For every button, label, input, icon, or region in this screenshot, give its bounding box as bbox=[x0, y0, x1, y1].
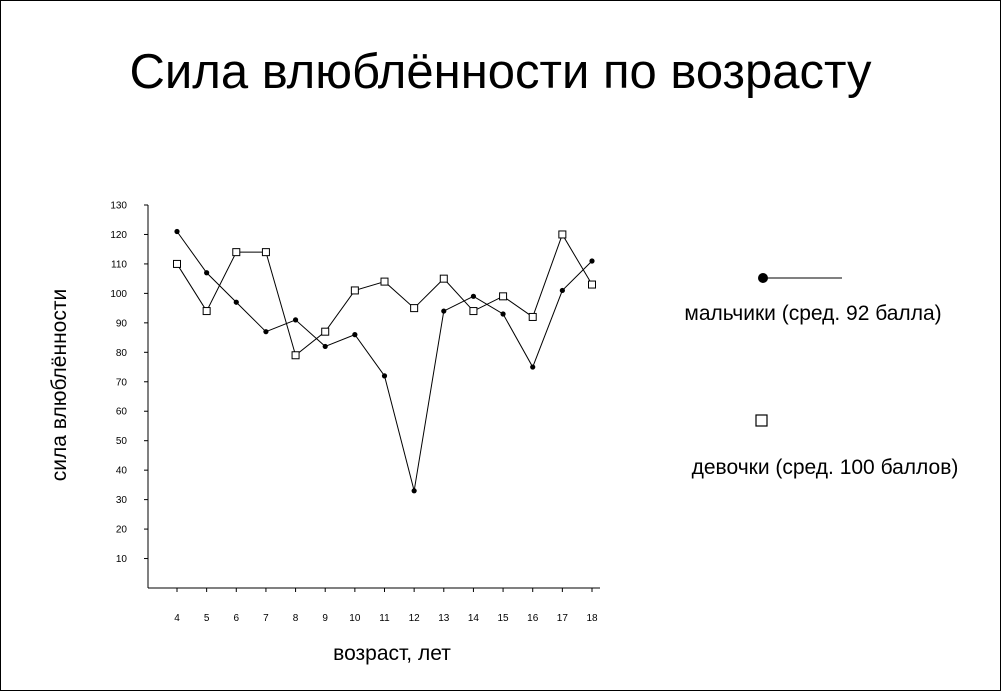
data-point bbox=[411, 488, 417, 494]
y-axis-label: сила влюблённости bbox=[48, 289, 71, 481]
data-point bbox=[439, 274, 448, 283]
series-2 bbox=[173, 230, 596, 360]
data-point bbox=[530, 364, 536, 370]
data-point bbox=[441, 308, 447, 314]
x-ticks: 4 5 6 7 8 9 10 11 12 13 14 15 16 17 18 bbox=[174, 588, 598, 624]
data-point bbox=[292, 317, 299, 323]
data-point bbox=[559, 287, 565, 294]
series-group bbox=[173, 228, 596, 494]
x-tick-label: 15 bbox=[498, 613, 510, 624]
x-axis-label: возраст, лет bbox=[333, 642, 451, 665]
data-point bbox=[352, 332, 358, 338]
y-tick-label: 60 bbox=[116, 407, 128, 418]
legend-label: девочки (сред. 100 баллов) bbox=[692, 456, 959, 479]
y-tick-label: 90 bbox=[116, 318, 128, 329]
data-point bbox=[470, 293, 477, 299]
x-tick-label: 16 bbox=[527, 613, 539, 624]
data-point bbox=[291, 351, 300, 360]
x-tick-label: 8 bbox=[293, 613, 299, 624]
data-point bbox=[469, 307, 478, 316]
data-point bbox=[202, 307, 211, 316]
x-tick-label: 5 bbox=[204, 613, 210, 624]
x-tick-label: 17 bbox=[557, 613, 569, 624]
y-tick-label: 80 bbox=[116, 348, 128, 359]
legend-label: мальчики (сред. 92 балла) bbox=[684, 302, 941, 325]
x-tick-label: 13 bbox=[438, 613, 450, 624]
data-point bbox=[173, 259, 181, 268]
data-point bbox=[499, 292, 508, 301]
chart-axes bbox=[147, 205, 600, 589]
data-point bbox=[410, 304, 419, 313]
x-tick-label: 7 bbox=[263, 613, 269, 624]
data-point bbox=[588, 280, 596, 289]
data-point bbox=[261, 248, 270, 257]
x-tick-label: 9 bbox=[322, 613, 328, 624]
x-tick-label: 14 bbox=[468, 613, 480, 624]
data-point bbox=[263, 329, 269, 335]
y-tick-label: 100 bbox=[110, 289, 127, 300]
y-tick-label: 20 bbox=[116, 525, 128, 536]
legend-entry-2: девочки (сред. 100 баллов) bbox=[692, 414, 959, 479]
data-point bbox=[322, 343, 328, 350]
x-tick-label: 11 bbox=[379, 613, 390, 624]
y-tick-label: 130 bbox=[110, 201, 127, 212]
y-tick-label: 70 bbox=[116, 377, 128, 388]
x-tick-label: 4 bbox=[174, 613, 180, 624]
legend: мальчики (сред. 92 балла) девочки (сред. … bbox=[684, 273, 958, 479]
x-tick-label: 6 bbox=[234, 613, 240, 624]
y-tick-label: 120 bbox=[110, 230, 127, 241]
y-tick-label: 10 bbox=[116, 554, 128, 565]
data-point bbox=[232, 248, 241, 257]
chart-title: Сила влюблённости по возрасту bbox=[129, 45, 872, 99]
data-point bbox=[500, 311, 506, 317]
data-point bbox=[381, 373, 388, 379]
data-point bbox=[321, 327, 330, 336]
series-1 bbox=[174, 228, 595, 494]
data-point bbox=[350, 286, 359, 295]
data-point bbox=[233, 299, 239, 305]
y-tick-label: 40 bbox=[116, 466, 128, 477]
series-line bbox=[176, 231, 593, 491]
data-point bbox=[528, 312, 537, 321]
x-tick-label: 10 bbox=[349, 613, 361, 624]
data-point bbox=[380, 277, 389, 286]
x-tick-label: 12 bbox=[409, 613, 421, 624]
y-tick-label: 30 bbox=[116, 495, 128, 506]
x-tick-label: 18 bbox=[586, 613, 598, 624]
data-point bbox=[174, 228, 180, 235]
data-point bbox=[204, 270, 210, 276]
y-tick-label: 50 bbox=[116, 436, 128, 447]
y-ticks: 10 20 30 40 50 60 70 80 90 100 110 120 130 bbox=[110, 201, 148, 565]
y-tick-label: 110 bbox=[111, 259, 127, 270]
data-point bbox=[558, 230, 567, 239]
legend-entry-1: мальчики (сред. 92 балла) bbox=[684, 273, 942, 325]
legend-marker-square bbox=[755, 414, 768, 427]
data-point bbox=[589, 258, 595, 264]
